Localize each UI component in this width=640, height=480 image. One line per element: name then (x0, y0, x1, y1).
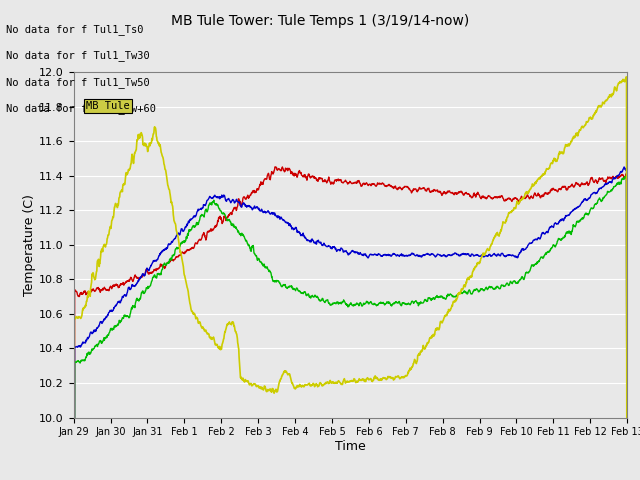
Text: MB Tule Tower: Tule Temps 1 (3/19/14-now): MB Tule Tower: Tule Temps 1 (3/19/14-now… (171, 14, 469, 28)
Text: MB Tule: MB Tule (86, 101, 130, 111)
Y-axis label: Temperature (C): Temperature (C) (23, 194, 36, 296)
Text: No data for f Tul1_Tw30: No data for f Tul1_Tw30 (6, 50, 150, 61)
Text: No data for f Tul1_Tw+60: No data for f Tul1_Tw+60 (6, 103, 156, 114)
X-axis label: Time: Time (335, 440, 366, 453)
Text: No data for f Tul1_Ts0: No data for f Tul1_Ts0 (6, 24, 144, 35)
Text: No data for f Tul1_Tw50: No data for f Tul1_Tw50 (6, 77, 150, 88)
